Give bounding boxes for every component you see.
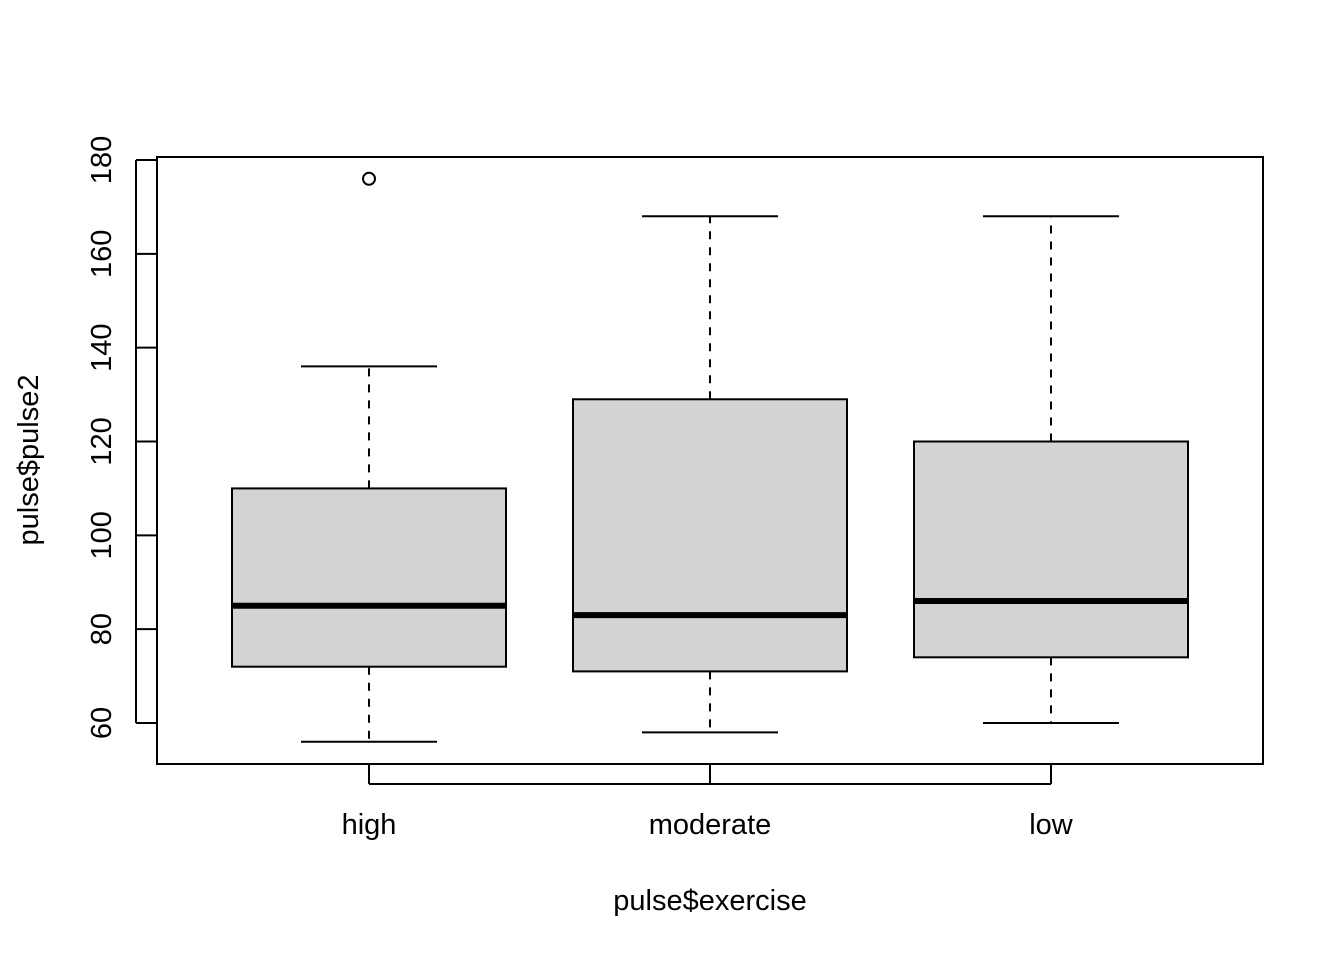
iqr-box (913, 440, 1189, 659)
iqr-box (231, 487, 507, 668)
y-tick-label: 60 (86, 707, 118, 739)
y-tick-label: 180 (86, 136, 118, 184)
boxes (231, 171, 1189, 743)
y-tick-label: 80 (86, 613, 118, 645)
y-tick-label: 120 (86, 417, 118, 465)
y-axis-label: pulse$pulse2 (13, 375, 45, 546)
y-tick-label: 160 (86, 230, 118, 278)
y-axis: 60 80 100 120 140 160 180 (86, 136, 157, 739)
x-tick-label: high (342, 809, 397, 841)
iqr-box (572, 398, 848, 673)
box-moderate (572, 215, 848, 734)
box-high (231, 171, 507, 743)
x-axis: high moderate low (342, 764, 1074, 841)
x-axis-label: pulse$exercise (613, 885, 806, 917)
outlier-point (362, 171, 376, 186)
y-tick-label: 140 (86, 323, 118, 371)
y-tick-label: 100 (86, 511, 118, 559)
box-low (913, 215, 1189, 724)
x-tick-label: moderate (649, 809, 772, 841)
x-tick-label: low (1029, 809, 1074, 841)
